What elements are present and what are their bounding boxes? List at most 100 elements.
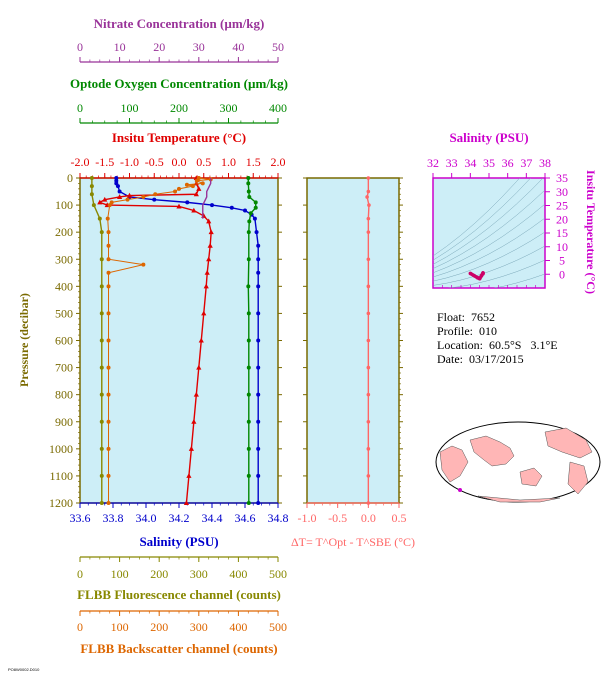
oxygen-tick-label: 200: [170, 101, 188, 115]
dt-point: [366, 392, 371, 397]
backscatter-point: [190, 184, 195, 189]
dt-tick-label: -0.5: [328, 511, 347, 525]
fluorescence-tick-label: 400: [229, 567, 247, 581]
temperature-tick-label: -1.0: [120, 155, 139, 169]
backscatter-point: [106, 257, 111, 262]
density-contour: [433, 245, 545, 286]
ts-point: [481, 271, 485, 276]
pressure-tick-label: 1000: [49, 442, 73, 456]
backscatter-point: [177, 186, 181, 191]
salinity-point: [256, 257, 261, 262]
backscatter-tick-label: 200: [150, 620, 168, 634]
backscatter-axis-label: FLBB Backscatter channel (counts): [80, 641, 277, 656]
main-plot-area: [79, 177, 279, 504]
salinity-point: [256, 311, 261, 316]
pressure-tick-label: 500: [55, 306, 73, 320]
density-contour: [543, 287, 545, 288]
temperature-series-line: [98, 178, 212, 504]
backscatter-point: [105, 216, 110, 221]
dt-point: [366, 284, 371, 289]
dt-point: [366, 189, 371, 194]
salinity-point: [256, 473, 261, 478]
salinity-tick-label: 34.6: [235, 511, 256, 525]
salinity-point: [252, 216, 257, 221]
oxygen-tick-label: 400: [269, 101, 287, 115]
backscatter-point: [106, 365, 111, 370]
backscatter-point: [200, 181, 205, 186]
backscatter-point: [153, 192, 158, 197]
ts-x-axis-label: Salinity (PSU): [449, 130, 528, 145]
oxygen-tick-label: 300: [220, 101, 238, 115]
temperature-point: [204, 269, 210, 275]
temperature-axis-label: Insitu Temperature (°C): [112, 130, 246, 145]
backscatter-point: [173, 189, 178, 194]
backscatter-series-line: [107, 177, 211, 503]
fluorescence-point: [99, 392, 104, 397]
salinity-point: [254, 230, 259, 235]
salinity-point: [229, 205, 234, 210]
oxygen-point: [246, 446, 251, 451]
oxygen-point: [248, 211, 253, 216]
oxygen-point: [246, 181, 251, 186]
backscatter-point: [106, 419, 111, 424]
pressure-tick-label: 1100: [49, 469, 73, 483]
dt-point: [367, 203, 371, 207]
dt-tick-label: -1.0: [298, 511, 317, 525]
fluorescence-point: [97, 216, 102, 221]
fluorescence-point: [99, 501, 104, 505]
dt-point: [366, 501, 371, 505]
fluorescence-point: [99, 365, 104, 370]
backscatter-point: [106, 446, 111, 451]
fluorescence-point: [99, 311, 104, 316]
backscatter-point: [194, 178, 199, 183]
density-contour: [433, 231, 545, 282]
temperature-tick-label: -2.0: [71, 155, 90, 169]
temperature-point: [193, 391, 199, 397]
nitrate-series-line: [202, 178, 212, 219]
oxygen-point: [253, 205, 258, 210]
delta-t-plot-area: [306, 177, 400, 504]
ts-y-tick-label: 30: [556, 185, 568, 199]
profile-number: Profile: 010: [437, 324, 497, 338]
salinity-point: [256, 365, 261, 370]
dt-point: [366, 474, 371, 478]
salinity-tick-label: 34.4: [202, 511, 223, 525]
dt-point: [366, 338, 371, 343]
fluorescence-tick-label: 500: [269, 567, 287, 581]
temperature-tick-label: 0.0: [172, 155, 187, 169]
fluorescence-tick-label: 300: [190, 567, 208, 581]
fluorescence-point: [91, 203, 96, 208]
temperature-point: [191, 418, 197, 424]
salinity-point: [256, 338, 261, 343]
nitrate-axis-label: Nitrate Concentration (µm/kg): [94, 16, 265, 31]
oxygen-point: [246, 230, 251, 235]
salinity-point: [256, 501, 261, 505]
pressure-tick-label: 200: [55, 225, 73, 239]
dt-point: [366, 216, 371, 221]
ts-y-tick-label: 25: [556, 199, 568, 213]
salinity-tick-label: 33.6: [70, 511, 91, 525]
pressure-tick-label: 800: [55, 388, 73, 402]
pressure-tick-label: 300: [55, 252, 73, 266]
temperature-tick-label: -1.5: [95, 155, 114, 169]
salinity-point: [117, 189, 122, 194]
ts-x-tick-label: 38: [539, 156, 551, 170]
backscatter-tick-label: 300: [190, 620, 208, 634]
oxygen-point: [246, 311, 251, 316]
nitrate-tick-label: 0: [77, 40, 83, 54]
density-contour: [433, 203, 545, 274]
fluorescence-point: [99, 338, 104, 343]
temperature-tick-label: 1.5: [246, 155, 261, 169]
temperature-tick-label: -0.5: [145, 155, 164, 169]
backscatter-point: [106, 501, 111, 505]
density-contour: [433, 178, 544, 265]
backscatter-point: [106, 311, 111, 316]
salinity-point: [256, 270, 261, 275]
temperature-point: [117, 194, 123, 199]
oxygen-point: [246, 284, 251, 289]
fluorescence-tick-label: 200: [150, 567, 168, 581]
pressure-tick-label: 1200: [49, 496, 73, 510]
temperature-point: [102, 196, 108, 202]
density-contour: [433, 178, 531, 261]
